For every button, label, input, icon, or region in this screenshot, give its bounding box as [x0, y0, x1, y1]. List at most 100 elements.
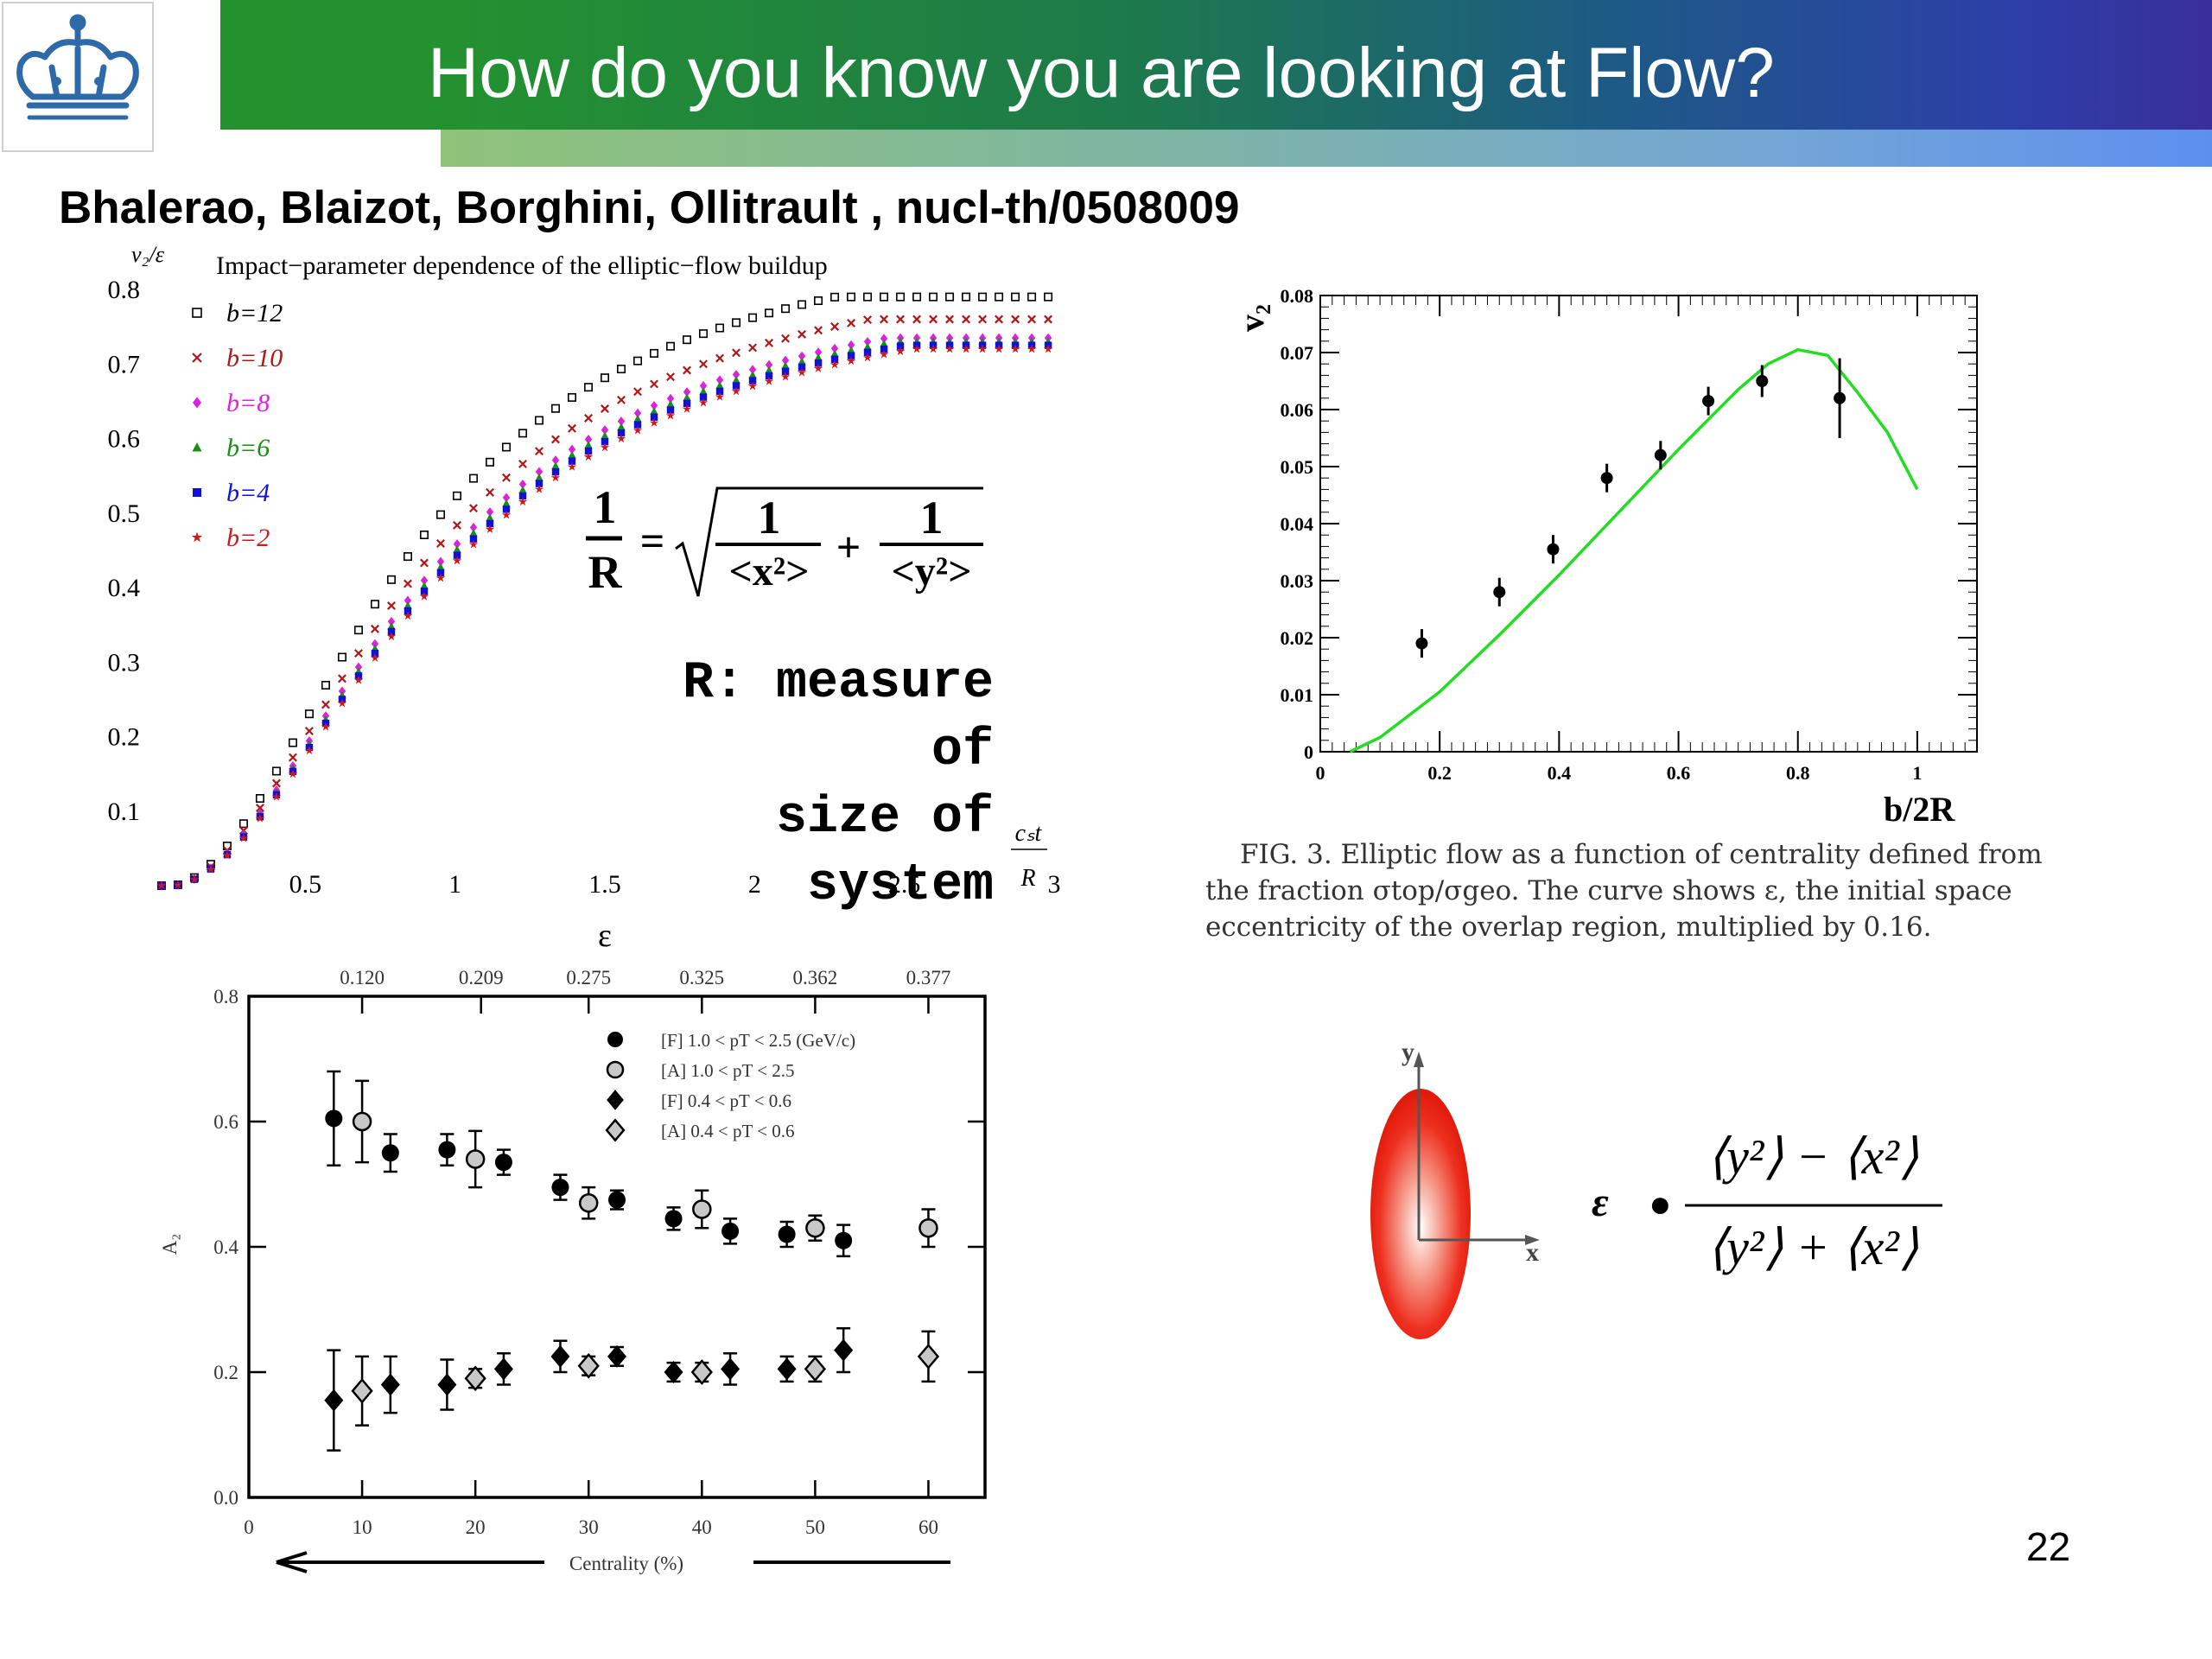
chartA-point-b-2	[912, 344, 922, 353]
chartA-point-b-10	[453, 520, 461, 530]
chartC-data-point	[351, 1377, 373, 1404]
chartA-point-b-10	[1044, 315, 1053, 324]
chartA-point-b-12	[781, 304, 791, 314]
chartA-point-b-6	[469, 529, 478, 537]
chartA-point-b-6	[436, 563, 445, 571]
ratio-numerator: ⟨y²⟩ − ⟨x²⟩	[1707, 1128, 1919, 1185]
chartB-xtick-label: 0.8	[1786, 762, 1810, 784]
chartA-point-b-2	[1010, 344, 1020, 353]
chartB-data-point	[1702, 395, 1715, 408]
bullet-operator: ●	[1649, 1183, 1672, 1225]
chartA-point-b-2	[632, 425, 643, 435]
chartA-point-b-12	[452, 491, 461, 500]
chartA-point-b-10	[633, 387, 642, 397]
chartA-point-b-2	[780, 372, 791, 381]
chartC-ytick-label: 0.4	[213, 1236, 238, 1258]
chartB-ytick-label: 0.06	[1281, 399, 1314, 421]
chartA-point-b-2	[337, 698, 347, 708]
chartA-point-b-10	[617, 395, 626, 404]
chartA-legend-label: b=10	[226, 344, 283, 372]
title-bar	[220, 0, 2212, 130]
chartA-point-b-2	[550, 473, 561, 482]
chartA-point-b-2	[682, 404, 692, 413]
chartA-point-b-2	[616, 434, 626, 443]
fig3-caption: FIG. 3. Elliptic flow as a function of c…	[1205, 836, 2043, 945]
chartB-xtick-label: 0.4	[1548, 762, 1572, 784]
chartA-point-b-12	[419, 530, 429, 539]
chartA-point-b-12	[501, 442, 511, 452]
chartA-point-b-2	[994, 344, 1004, 353]
chartC-data-point	[917, 1343, 940, 1370]
chartA-point-b-2	[764, 376, 774, 385]
chartA-point-b-4	[699, 393, 708, 401]
chartA-point-b-12	[929, 292, 938, 302]
chartC-data-point	[578, 1193, 599, 1213]
chartC-data-point	[804, 1356, 827, 1382]
chartA-point-b-12	[567, 392, 576, 402]
chartC-legend-label: [F] 1.0 < pT < 2.5 (GeV/c)	[661, 1030, 855, 1051]
chartA-point-b-12	[978, 292, 988, 302]
chartA-point-b-2	[271, 791, 282, 801]
chartA-point-b-12	[403, 552, 412, 562]
chartA-point-b-12	[912, 292, 922, 302]
chartA-point-b-12	[830, 292, 840, 302]
chartA-point-b-4	[617, 429, 626, 437]
chartA-legend-marker-b-8	[193, 397, 201, 409]
chartA-point-b-12	[386, 575, 396, 584]
chartA-point-b-2	[977, 344, 988, 353]
formula-R: R	[588, 546, 623, 598]
chartB-xtick-label: 0.6	[1667, 762, 1691, 784]
chartA-point-b-8	[633, 408, 642, 418]
chartB-ytick-label: 0.08	[1281, 285, 1314, 307]
chartB-data-point	[1654, 448, 1667, 461]
chartA-point-b-10	[255, 804, 264, 812]
diagram-x-label: x	[1526, 1238, 1539, 1267]
chartA-point-b-2	[928, 344, 938, 353]
chartA-point-b-6	[453, 545, 461, 553]
chartA-ytick-label: 0.8	[108, 276, 141, 304]
chartA-point-b-12	[748, 313, 758, 322]
chartA-point-b-12	[962, 292, 971, 302]
chartA-point-b-12	[583, 383, 593, 392]
chartA-point-b-8	[748, 365, 757, 375]
chartA-point-b-8	[420, 575, 429, 586]
chartC-data-point	[550, 1344, 570, 1368]
chartA-point-b-8	[863, 336, 872, 346]
chartA-xlabel-num: cₛt	[1015, 820, 1043, 847]
chartA-point-b-12	[880, 292, 889, 302]
chartB-data-point	[1415, 637, 1428, 650]
chartA-point-b-6	[748, 371, 757, 378]
chartA-point-b-12	[600, 373, 609, 383]
chartA-point-b-6	[420, 582, 429, 589]
chartA-point-b-12	[1011, 292, 1020, 302]
chartA-point-b-8	[666, 393, 675, 404]
chartA-point-b-10	[518, 459, 527, 468]
chartA-xtick-label: 1.5	[588, 870, 621, 899]
chartA-point-b-4	[863, 348, 872, 356]
chartA-point-b-8	[732, 370, 741, 380]
chartA-point-b-12	[666, 341, 676, 351]
chartA-ytick-label: 0.7	[108, 350, 141, 378]
chartA-point-b-12	[304, 709, 314, 719]
chartA-legend-label: b=6	[226, 434, 270, 462]
chartA-legend-marker-b-6	[192, 442, 202, 452]
chartA-point-b-2	[944, 344, 955, 353]
chartC-arrow-head-left	[276, 1551, 308, 1573]
chartC-xtick-label: 0	[244, 1516, 254, 1538]
chartA-point-b-4	[896, 342, 905, 350]
chartA-point-b-8	[880, 334, 888, 344]
chartA-point-b-10	[683, 365, 691, 375]
chartB-data-point	[1493, 586, 1506, 599]
chartA-point-b-10	[1011, 315, 1020, 324]
chartA-point-b-12	[271, 766, 281, 776]
chartA-point-b-6	[732, 376, 741, 384]
chartA-xtick-label: 1	[448, 870, 461, 899]
chartA-point-b-2	[534, 484, 544, 493]
chartA-point-b-10	[962, 315, 971, 324]
slide-title: How do you know you are looking at Flow?	[428, 34, 1775, 112]
chartC-data-point	[690, 1359, 713, 1385]
chartA-point-b-2	[583, 452, 594, 461]
chartC-legend-marker	[605, 1118, 626, 1142]
chartC-data-point	[493, 1357, 513, 1381]
chartA-point-b-12	[468, 474, 478, 483]
